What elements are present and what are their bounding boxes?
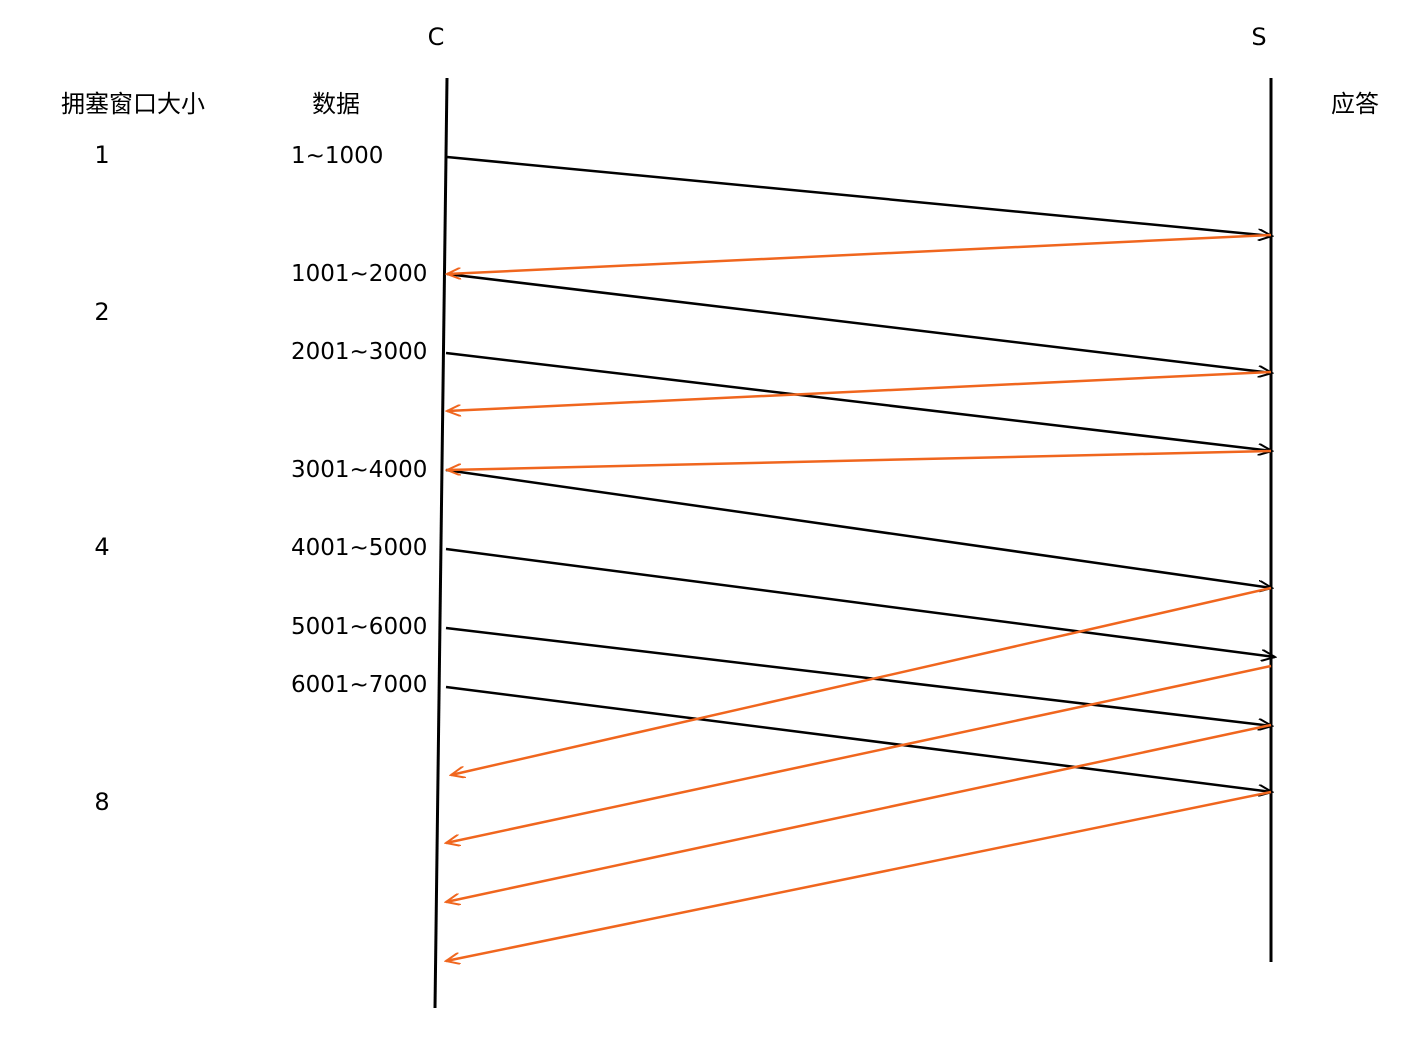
ack-arrow-7 (446, 790, 1272, 961)
ack-arrow-6 (446, 723, 1272, 902)
segment-label-7: 6001~7000 (291, 672, 427, 698)
data-arrow-5 (445, 547, 1275, 657)
segment-label-5: 4001~5000 (291, 535, 427, 561)
segment-label-3: 2001~3000 (291, 339, 427, 365)
segment-label-6: 5001~6000 (291, 614, 427, 640)
window-size-2: 2 (94, 298, 109, 326)
client-label: C (428, 23, 445, 51)
segment-label-1: 1~1000 (291, 143, 383, 169)
data-arrow-7 (445, 685, 1272, 792)
ack-arrow-2 (447, 370, 1272, 411)
ack-arrow-3 (447, 449, 1272, 470)
window-size-1: 1 (94, 141, 109, 169)
ack-arrow-5 (446, 664, 1272, 843)
data-arrow-2 (446, 272, 1272, 373)
client-timeline (433, 77, 449, 1009)
ack-header: 应答 (1331, 90, 1379, 118)
segment-label-4: 3001~4000 (291, 457, 427, 483)
data-arrow-4 (445, 468, 1272, 588)
window-size-header: 拥塞窗口大小 (61, 90, 205, 118)
data-arrow-6 (445, 626, 1272, 726)
server-label: S (1251, 23, 1266, 51)
segment-label-2: 1001~2000 (291, 261, 427, 287)
ack-arrow-1 (447, 233, 1272, 274)
data-arrow-3 (445, 351, 1272, 451)
data-header: 数据 (312, 90, 360, 118)
data-arrow-1 (446, 155, 1272, 236)
window-size-4: 4 (94, 533, 109, 561)
ack-arrow-4 (451, 586, 1272, 775)
window-size-8: 8 (94, 788, 109, 816)
